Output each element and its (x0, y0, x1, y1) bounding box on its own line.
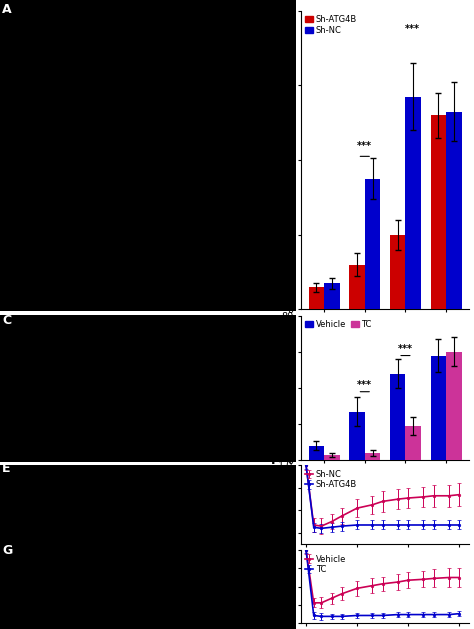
Bar (309, 287, 324, 309)
Text: D: D (271, 298, 281, 311)
Bar (390, 235, 405, 309)
X-axis label: Starv (h): Starv (h) (364, 484, 407, 494)
Bar (324, 283, 339, 309)
Text: C: C (2, 314, 11, 328)
Y-axis label: GFP-LC3 signal
(fraction of initial): GFP-LC3 signal (fraction of initial) (253, 464, 273, 546)
Bar (446, 111, 462, 309)
Bar (349, 411, 365, 460)
Text: ***: *** (357, 380, 372, 390)
Legend: Vehicle, TC: Vehicle, TC (305, 320, 372, 329)
Bar (446, 352, 462, 460)
Bar (324, 455, 339, 460)
Text: H: H (271, 537, 281, 550)
Y-axis label: GFP-LC3 puncta
(per cell): GFP-LC3 puncta (per cell) (254, 349, 275, 427)
Bar (390, 374, 405, 460)
Y-axis label: LC3 puncta (per cell): LC3 puncta (per cell) (265, 109, 275, 211)
X-axis label: Starv (h): Starv (h) (364, 333, 407, 343)
Text: E: E (2, 462, 11, 476)
Bar (365, 179, 380, 309)
Legend: Sh-ATG4B, Sh-NC: Sh-ATG4B, Sh-NC (305, 15, 357, 35)
Text: A: A (2, 3, 12, 16)
Bar (349, 265, 365, 309)
Bar (365, 453, 380, 460)
Y-axis label: GFP-LC3 signal
(fraction of initial): GFP-LC3 signal (fraction of initial) (253, 545, 273, 628)
Text: ***: *** (405, 24, 420, 34)
Legend: Vehicle, TC: Vehicle, TC (305, 555, 346, 574)
Bar (431, 355, 446, 460)
Bar (405, 426, 421, 460)
Legend: Sh-NC, Sh-ATG4B: Sh-NC, Sh-ATG4B (305, 470, 357, 489)
Bar (405, 97, 421, 309)
Text: G: G (2, 544, 13, 557)
Text: ***: *** (357, 141, 372, 151)
Bar (431, 115, 446, 309)
Bar (309, 446, 324, 460)
Text: ***: *** (398, 344, 413, 354)
Text: F: F (271, 454, 279, 467)
X-axis label: Time (min): Time (min) (358, 567, 412, 577)
